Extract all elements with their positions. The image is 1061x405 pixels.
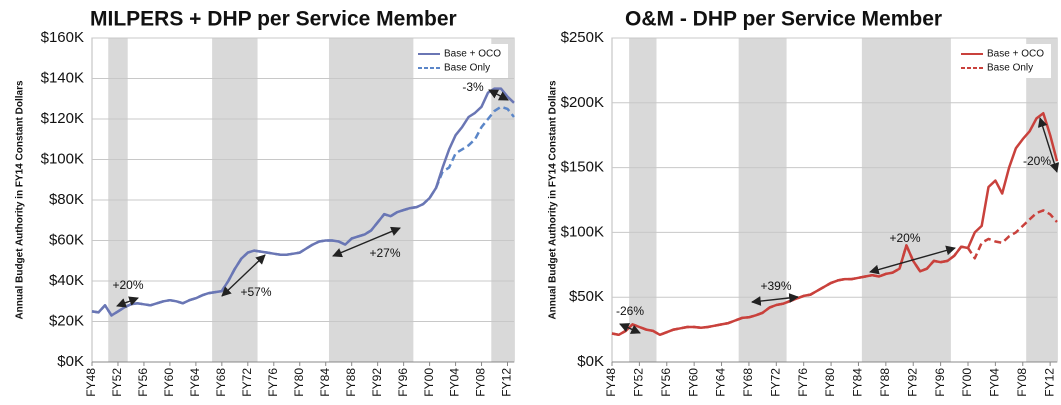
x-tick-label: FY80 [292,368,306,397]
x-tick-label: FY48 [84,368,98,397]
shaded-period [629,38,657,362]
x-tick-label: FY88 [878,368,892,397]
x-tick-label: FY96 [396,368,410,397]
x-tick-label: FY60 [162,368,176,397]
annotation: +27% [369,246,400,260]
x-tick-label: FY04 [988,368,1002,397]
annotation-arrow [488,89,509,101]
x-tick-label: FY96 [933,368,947,397]
annotation-arrow [221,254,266,297]
y-axis-title: Annual Budget Authority in FY14 Constant… [548,80,559,320]
x-tick-label: FY52 [110,368,124,397]
legend-box [957,44,1051,78]
x-tick-label: FY76 [266,368,280,397]
x-tick-label: FY92 [370,368,384,397]
y-tick-label: $100K [41,150,84,167]
annotation-arrow [751,293,799,306]
x-tick-label: FY00 [422,368,436,397]
y-tick-label: $40K [49,272,84,289]
annotation: -3% [462,80,484,94]
plot-area [611,37,1058,363]
annotation: +39% [760,279,791,293]
y-tick-label: $50K [569,288,604,305]
x-tick-label: FY56 [136,368,150,397]
y-tick-label: $0K [57,353,84,370]
x-tick-label: FY72 [240,368,254,397]
y-tick-label: $250K [561,29,604,46]
chart-title: MILPERS + DHP per Service Member [90,8,457,31]
annotation: +57% [240,285,271,299]
shaded-period [861,38,951,362]
x-tick-label: FY04 [448,368,462,397]
x-tick-label: FY84 [318,368,332,397]
annotation: -20% [1023,154,1051,168]
x-tick-label: FY64 [188,368,202,397]
x-tick-label: FY76 [796,368,810,397]
x-tick-label: FY12 [1042,368,1056,397]
annotation-arrow [1037,117,1060,173]
x-tick-label: FY12 [500,368,514,397]
annotation: +20% [889,231,920,245]
x-tick-label: FY56 [659,368,673,397]
x-tick-label: FY52 [632,368,646,397]
y-tick-label: $100K [561,223,604,240]
x-tick-label: FY68 [741,368,755,397]
x-tick-label: FY88 [344,368,358,397]
annotation: +20% [112,278,143,292]
x-tick-label: FY08 [474,368,488,397]
annotation-arrow [116,296,139,308]
shaded-period [1026,38,1057,362]
legend-label: Base + OCO [987,49,1044,60]
y-tick-label: $60K [49,231,84,248]
shaded-period [738,38,787,362]
annotation-arrow [869,245,956,275]
x-tick-label: FY60 [686,368,700,397]
annotation-arrow [332,226,401,258]
x-tick-label: FY84 [851,368,865,397]
y-tick-label: $20K [49,312,84,329]
x-tick-label: FY92 [905,368,919,397]
annotation: -26% [616,304,644,318]
x-tick-label: FY64 [714,368,728,397]
y-tick-label: $0K [577,353,604,370]
series-line [611,111,1059,337]
y-tick-label: $120K [41,110,84,127]
x-tick-label: FY80 [823,368,837,397]
chart-title: O&M - DHP per Service Member [625,8,942,31]
legend-box [414,44,508,78]
y-tick-label: $80K [49,191,84,208]
annotation-arrow [619,323,641,334]
x-tick-label: FY72 [768,368,782,397]
series-line [91,87,515,317]
x-tick-label: FY08 [1015,368,1029,397]
legend-label: Base Only [987,63,1033,74]
legend-label: Base + OCO [444,49,501,60]
y-tick-label: $200K [561,94,604,111]
x-tick-label: FY68 [214,368,228,397]
y-tick-label: $160K [41,29,84,46]
y-tick-label: $140K [41,69,84,86]
x-tick-label: FY00 [960,368,974,397]
x-tick-label: FY48 [604,368,618,397]
y-tick-label: $150K [561,159,604,176]
y-axis-title: Annual Budget Authority in FY14 Constant… [15,80,26,320]
legend-label: Base Only [444,63,490,74]
